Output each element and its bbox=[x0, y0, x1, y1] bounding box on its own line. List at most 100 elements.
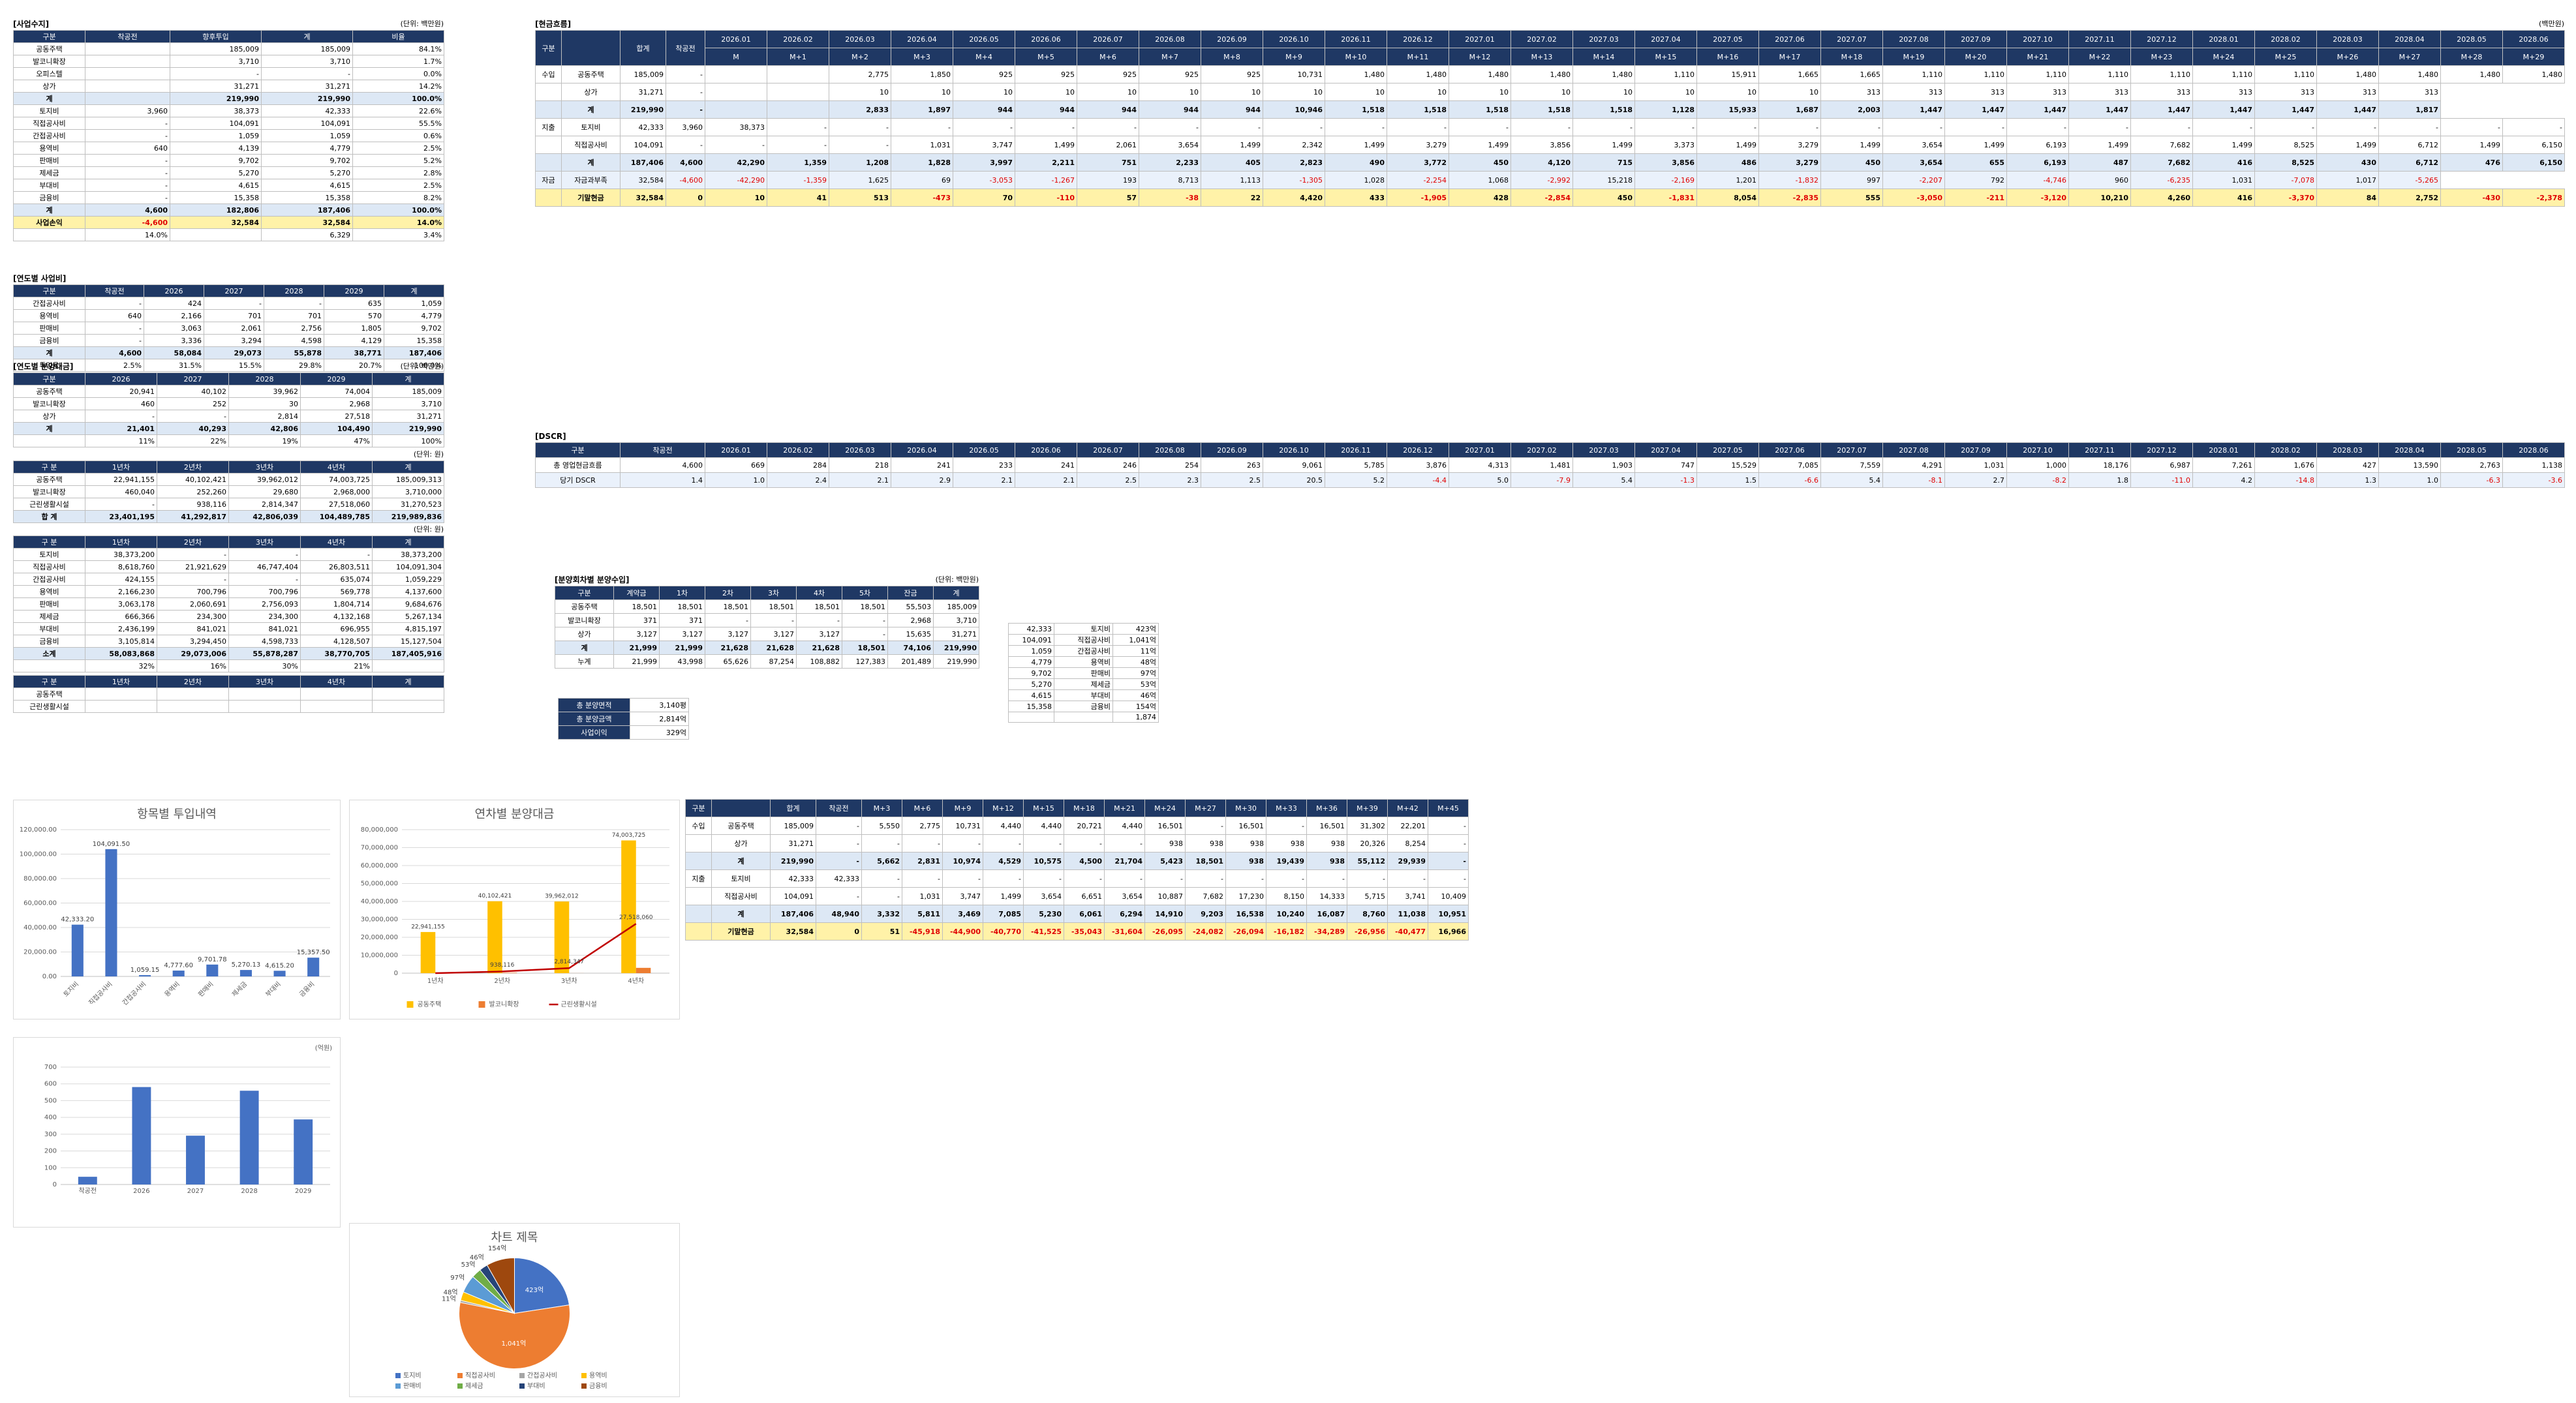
table-cell: 21,628 bbox=[750, 641, 797, 655]
bar bbox=[307, 958, 320, 976]
month-header: 2027.08 bbox=[1882, 30, 1945, 48]
table-cell: 1,499 bbox=[983, 887, 1024, 905]
chart-title: 연차별 분양대금 bbox=[475, 807, 555, 821]
table-cell: 3,876 bbox=[1387, 457, 1449, 473]
table-cell: 1,138 bbox=[2502, 457, 2565, 473]
table-cell: 1,480 bbox=[1510, 65, 1573, 83]
table-cell: 700,796 bbox=[228, 585, 301, 598]
month-header: 2027.09 bbox=[1944, 30, 2007, 48]
table-cell: - bbox=[1820, 118, 1883, 136]
table-cell: 4,137,600 bbox=[372, 585, 444, 598]
header-cell: 구분 bbox=[685, 799, 712, 817]
table-cell: - bbox=[170, 67, 262, 80]
table-cell: 460 bbox=[85, 397, 157, 410]
header-cell: M+21 bbox=[1104, 799, 1145, 817]
table-cell: - bbox=[829, 136, 891, 154]
table-cell: 219,990 bbox=[261, 92, 353, 105]
month-header: 2026.01 bbox=[705, 30, 767, 48]
table-cell: 423억 bbox=[1112, 623, 1159, 635]
table-cell: 55,878,287 bbox=[228, 647, 301, 660]
table-cell: 1,518 bbox=[1325, 100, 1387, 119]
table-cell: - bbox=[85, 117, 170, 130]
table-row: 누계 21,999 43,998 65,626 87,254 108,882 127,383… bbox=[555, 654, 979, 669]
bar bbox=[273, 971, 286, 976]
table-cell: - bbox=[1347, 869, 1388, 888]
table-cell: 48,940 bbox=[816, 905, 862, 923]
bar bbox=[186, 1136, 205, 1184]
table-cell: 상가 bbox=[561, 83, 621, 101]
table-cell: -4,600 bbox=[85, 216, 170, 229]
table-cell: 792 bbox=[1944, 171, 2007, 189]
table-title: [분양회차별 분양수입] bbox=[555, 575, 630, 584]
table-cell: - bbox=[1387, 118, 1449, 136]
table-cell: 1,499 bbox=[1325, 136, 1387, 154]
table-cell: 284 bbox=[767, 457, 829, 473]
data-label: 154억 bbox=[488, 1245, 506, 1252]
table-cell bbox=[85, 80, 170, 93]
table-cell: 3,856 bbox=[1634, 153, 1697, 172]
table-cell: 104,091 bbox=[620, 136, 666, 154]
period-header: M+18 bbox=[1820, 48, 1883, 66]
table-block: [DSCR] 구분 착공전 2026.01 2026.02 2026.03 2026.04 2… bbox=[535, 430, 2565, 488]
table-cell: 3,294,450 bbox=[157, 635, 229, 648]
table-cell: 2,756,093 bbox=[228, 597, 301, 611]
table-cell: 토지비 bbox=[13, 104, 85, 117]
table-row: 지출 토지비 42,333 42,333- - - - - - - - - - - - - - - bbox=[685, 869, 1469, 888]
month-header: 2028.02 bbox=[2254, 442, 2317, 458]
header-cell: 계 bbox=[372, 536, 444, 549]
table-cell: - bbox=[796, 613, 842, 627]
table-heading: (단위: 원) bbox=[13, 449, 444, 460]
table-cell: 0.0% bbox=[352, 67, 444, 80]
table-cell: 4,129 bbox=[324, 334, 384, 347]
bar bbox=[105, 849, 117, 976]
header-cell: 3년차 bbox=[228, 460, 301, 474]
table-cell: 4,500 bbox=[1064, 852, 1105, 870]
table-cell: 938,116 bbox=[157, 498, 229, 511]
header-cell: M+42 bbox=[1387, 799, 1428, 817]
table-row: 직접공사비 8,618,760 21,921,629 46,747,404 26,803… bbox=[13, 560, 444, 573]
table-cell: 570 bbox=[324, 309, 384, 322]
table-cell: -11.0 bbox=[2130, 472, 2193, 488]
table-cell: 39,962,012 bbox=[228, 473, 301, 486]
table-cell: 460,040 bbox=[85, 485, 157, 498]
table-cell: 1,676 bbox=[2254, 457, 2317, 473]
table-cell bbox=[13, 659, 85, 672]
table-cell: 234,300 bbox=[157, 610, 229, 623]
table-cell: 2,342 bbox=[1263, 136, 1325, 154]
table-cell: -1.3 bbox=[1634, 472, 1697, 488]
table-cell: 74,106 bbox=[887, 641, 934, 655]
period-header: M+19 bbox=[1882, 48, 1945, 66]
table-unit: (단위: 백만원) bbox=[400, 20, 444, 28]
table-cell: 55.5% bbox=[352, 117, 444, 130]
table-cell: 555 bbox=[1820, 189, 1883, 207]
month-header: 2027.02 bbox=[1510, 442, 1573, 458]
table-cell: - bbox=[767, 118, 829, 136]
table-cell: -1,305 bbox=[1263, 171, 1325, 189]
table-row: 계 187,406 4,600 42,290 1,359 1,208 1,828 3,997 2… bbox=[535, 153, 2565, 172]
month-header: 2028.02 bbox=[2254, 30, 2317, 48]
header-cell: 구분 bbox=[535, 442, 621, 458]
month-header: 2027.06 bbox=[1758, 30, 1821, 48]
table-cell: 18,501 bbox=[842, 641, 888, 655]
table-cell: 1,687 bbox=[1758, 100, 1821, 119]
table-cell: 5,662 bbox=[861, 852, 902, 870]
table-cell: 187,406 bbox=[620, 153, 666, 172]
period-header: M+3 bbox=[891, 48, 953, 66]
table-unit: (단위: 백만원) bbox=[400, 362, 444, 370]
period-header: M+21 bbox=[2006, 48, 2069, 66]
data-label: 9,701.78 bbox=[198, 956, 227, 963]
table-unit: (단위: 백만원) bbox=[935, 575, 979, 584]
table-cell: 직접공사비 bbox=[561, 136, 621, 154]
table-cell: 1.7% bbox=[352, 55, 444, 68]
table-cell: 22,941,155 bbox=[85, 473, 157, 486]
table-cell: 1,447 bbox=[1944, 100, 2007, 119]
table-cell: 1,665 bbox=[1820, 65, 1883, 83]
table-cell bbox=[85, 67, 170, 80]
table-cell: 총 분양면적 bbox=[558, 698, 630, 712]
month-header: 2026.06 bbox=[1015, 30, 1077, 48]
period-header: M+4 bbox=[953, 48, 1015, 66]
table-row: 자금 자금과부족 32,584 -4,600 -42,290 -1,359 1,625 69-… bbox=[535, 171, 2565, 189]
table-cell: 31,271 bbox=[261, 80, 353, 93]
table-cell: -31,604 bbox=[1104, 922, 1145, 941]
table-cell: 15,358 bbox=[1008, 701, 1054, 712]
